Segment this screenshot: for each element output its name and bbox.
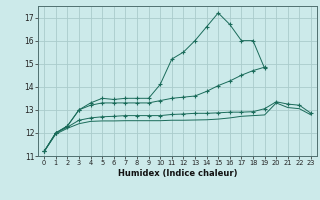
X-axis label: Humidex (Indice chaleur): Humidex (Indice chaleur): [118, 169, 237, 178]
